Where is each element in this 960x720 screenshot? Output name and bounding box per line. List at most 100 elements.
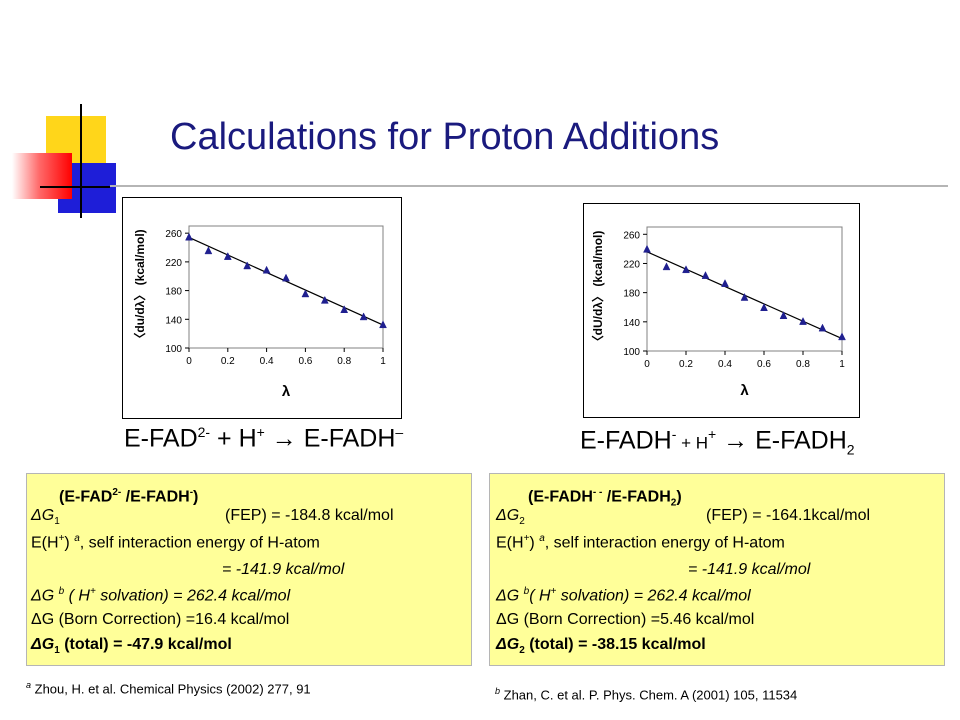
box-right-solvation: ΔG b( H+ solvation) = 262.4 kcal/mol [496,586,751,605]
box-right-fep-value: (FEP) = -164.1kcal/mol [706,507,871,524]
chart-left: 100 140 180 220 260 0 0.2 0.4 0.6 0.8 1 λ 〈du/dλ〉 (k… [132,225,387,400]
data-point [799,317,807,325]
box-left-fep-sub: 1 [54,516,60,528]
decorative-horizontal-line [40,186,110,188]
y-axis-label-part: (kcal/mol) [133,229,147,288]
y-axis-label-part: 〈dU/dλ〉 [590,290,605,347]
eq-left-proton-charge: + [256,424,265,440]
reference-left-marker: a [26,680,32,690]
data-point [301,289,310,298]
x-tick-label: 1 [839,359,845,370]
x-tick-label: 0.4 [260,356,274,367]
box-left-eh-b: ) [64,534,75,552]
box-right-eh-ref: a [539,533,545,544]
eq-right-proton: + H [676,433,709,453]
y-axis-label-part: 〈du/dλ〉 [132,289,147,345]
box-right-fep-symbol: ΔG [496,507,520,524]
box-right-fep: ΔG2 (FEP) = -164.1kcal/mol [496,507,936,527]
box-left-self-energy-value: = -141.9 kcal/mol [222,561,345,578]
data-point [740,292,749,301]
decorative-vertical-line [80,104,82,218]
results-box-left: (E-FAD2- /E-FADH-) ΔG1 (FEP) = -184.8 kca… [26,473,472,666]
box-right-header-b: /E-FADH [602,488,671,506]
box-right-total-value: (total) = -38.15 kcal/mol [524,636,706,653]
eq-right-product-subscript: 2 [846,441,855,458]
box-right-solv-c: solvation) = 262.4 kcal/mol [556,587,751,605]
box-left-self-energy: E(H+) a, self interaction energy of H-at… [31,533,320,552]
chart-right-frame: 100 140 180 220 260 0 0.2 0.4 0.6 0.8 1 λ 〈dU/dλ〉 (k… [583,203,860,418]
data-point [818,323,827,332]
box-left-fep: ΔG1 (FEP) = -184.8 kcal/mol [31,507,461,527]
x-tick-label: 0.4 [718,359,732,370]
decorative-red-block [12,153,72,199]
box-right-header: (E-FADH- - /E-FADH2) [528,487,682,509]
y-tick-label: 100 [165,344,182,355]
box-left-eh-c: , self interaction energy of H-atom [79,534,320,552]
data-point [760,303,768,311]
box-left-solv-a: ΔG [31,587,59,605]
eq-left-arrow: → [264,424,304,453]
box-left-total-value: (total) = -47.9 kcal/mol [59,636,232,653]
title-underline [110,185,948,187]
eq-right-arrow: → [716,426,756,455]
data-point [662,262,671,271]
data-point [320,295,329,304]
reaction-equation-left: E-FAD2- + H+ → E-FADH– [124,424,403,453]
box-right-solv-sup: b [523,586,530,597]
reference-left-text: Zhou, H. et al. Chemical Physics (2002) … [31,681,311,697]
x-tick-label: 0.8 [337,356,351,367]
chart-right: 100 140 180 220 260 0 0.2 0.4 0.6 0.8 1 λ 〈dU/dλ〉 (k… [590,226,846,399]
box-right-eh-c: , self interaction energy of H-atom [544,534,785,552]
plot-area [646,226,843,352]
box-left-header-a: (E-FAD [59,488,113,506]
x-tick-label: 0 [644,359,650,370]
box-right-eh-b: ) [529,534,540,552]
y-tick-label: 220 [165,258,182,269]
reaction-equation-right: E-FADH- + H+ → E-FADH2 [580,426,855,457]
reference-right-text: Zhan, C. et al. P. Phys. Chem. A (2001) … [500,687,798,703]
data-point [643,244,651,253]
eq-right-product: E-FADH [755,426,847,455]
eq-left-reactant: E-FAD [124,424,198,453]
box-left-fep-value: (FEP) = -184.8 kcal/mol [225,507,394,524]
x-axis-label: λ [740,382,749,399]
box-right-total-sub: 2 [519,645,525,657]
x-axis-label: λ [282,383,291,400]
y-tick-label: 100 [623,347,640,358]
eq-left-reactant-charge: 2- [197,424,211,440]
reference-right-marker: b [495,686,501,696]
box-left-solvation: ΔG b ( H+ solvation) = 262.4 kcal/mol [31,586,290,605]
x-tick-label: 0.6 [757,359,771,370]
data-point [701,271,710,279]
data-point [359,312,368,321]
slide-title: Calculations for Proton Additions [170,116,720,158]
box-left-total-symbol: ΔG [31,636,55,653]
box-left-header-b-sup: - [189,487,194,498]
data-point [204,246,213,255]
data-point [779,311,788,320]
box-left-total: ΔG1 (total) = -47.9 kcal/mol [31,636,232,656]
box-left-header-b: /E-FADH [121,488,190,506]
y-axis-label: 〈du/dλ〉 (kcal/mol) [132,229,147,344]
data-point [838,332,846,341]
box-right-header-b-sub: 2 [670,497,677,509]
data-point [379,320,387,329]
box-right-eh-sup: + [523,533,530,544]
x-tick-label: 0.2 [679,359,693,370]
y-axis-label-part: (kcal/mol) [591,231,605,290]
y-tick-label: 180 [623,289,640,300]
eq-right-reactant-charge: - [671,426,677,442]
eq-right-proton-charge: + [708,426,717,442]
box-right-eh-a: E(H [496,534,524,552]
data-point [223,252,232,260]
data-point [340,305,349,313]
data-point [282,273,290,282]
data-point [682,265,690,274]
box-left-eh-sup: + [58,533,65,544]
eq-left-proton: + H [210,424,257,453]
box-left-solv-sup2: + [89,586,96,597]
y-tick-label: 260 [165,229,182,240]
box-right-solv-a: ΔG [496,587,524,605]
eq-left-product-charge: – [395,424,404,440]
data-point [721,279,729,287]
